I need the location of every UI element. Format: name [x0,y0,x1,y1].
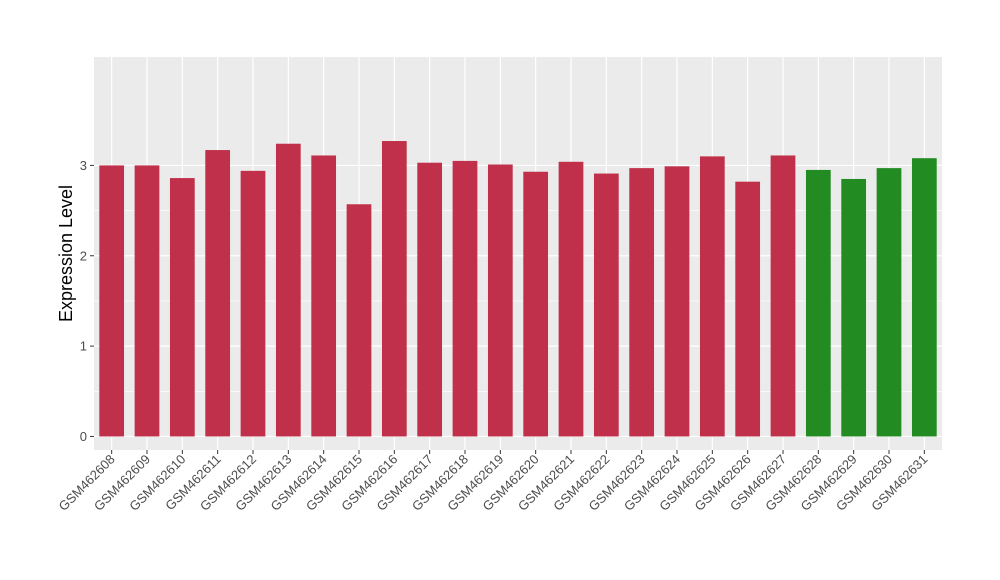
bar-GSM462626 [735,181,761,437]
bar-GSM462615 [346,204,372,437]
bar-GSM462610 [169,178,195,437]
y-tick-label: 3 [80,158,87,173]
bar-GSM462609 [134,165,160,437]
bar-GSM462612 [240,170,266,437]
bar-GSM462621 [558,161,584,437]
bar-GSM462618 [452,160,478,437]
bar-GSM462613 [275,143,301,437]
bar-GSM462614 [311,155,337,437]
bar-GSM462619 [487,164,513,437]
bar-GSM462617 [417,162,443,437]
bar-GSM462623 [629,168,655,437]
bar-GSM462620 [523,171,549,437]
y-tick-label: 2 [80,248,87,263]
bar-GSM462627 [770,155,796,437]
bar-GSM462608 [99,165,125,437]
y-tick-label: 1 [80,339,87,354]
bar-GSM462616 [381,141,407,437]
bar-GSM462629 [841,178,867,437]
bar-GSM462622 [593,173,619,437]
bar-GSM462611 [205,150,231,437]
bar-GSM462625 [699,156,725,437]
y-tick-label: 0 [80,429,87,444]
bar-GSM462624 [664,166,690,437]
bar-GSM462628 [805,169,831,437]
y-axis-title: Expression Level [56,185,76,322]
bar-GSM462630 [876,168,902,437]
bar-GSM462631 [911,158,937,437]
plot-panel [94,57,942,450]
